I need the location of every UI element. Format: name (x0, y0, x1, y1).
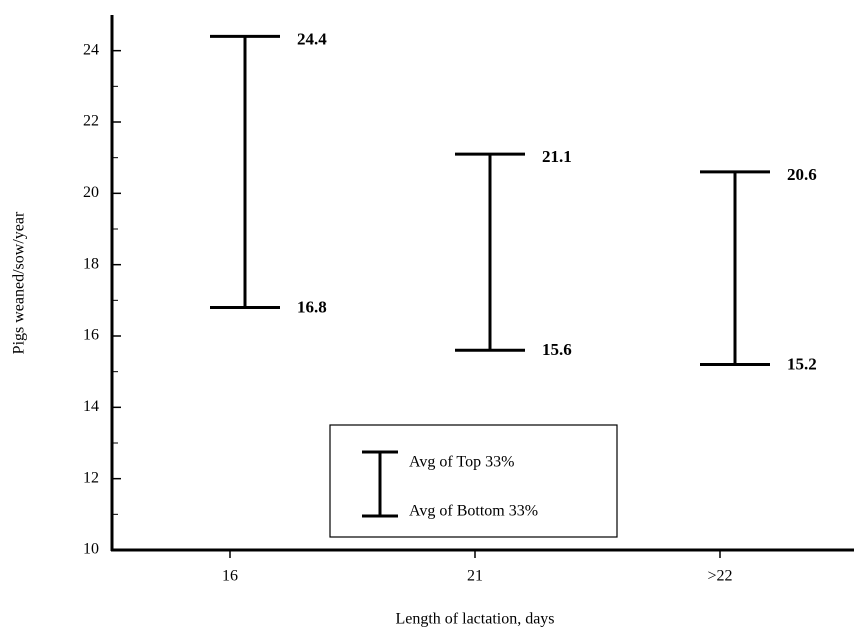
y-axis-label: Pigs weaned/sow/year (11, 211, 28, 354)
data-label: 20.6 (787, 165, 817, 184)
y-tick-label: 12 (83, 469, 99, 486)
y-tick-label: 20 (83, 184, 99, 201)
y-tick-label: 10 (83, 541, 99, 558)
y-tick-label: 18 (83, 255, 99, 272)
legend-label: Avg of Bottom 33% (409, 503, 538, 520)
data-label: 24.4 (297, 29, 327, 48)
x-tick-label: 16 (222, 568, 238, 585)
legend-box (329, 424, 618, 538)
data-label: 21.1 (542, 147, 572, 166)
y-tick-label: 24 (83, 41, 99, 58)
y-tick-label: 16 (83, 327, 99, 344)
legend-label: Avg of Top 33% (409, 454, 514, 471)
data-label: 15.2 (787, 354, 817, 373)
x-axis-label: Length of lactation, days (395, 611, 554, 628)
data-label: 16.8 (297, 297, 327, 316)
y-tick-label: 22 (83, 113, 99, 130)
x-tick-label: >22 (707, 568, 732, 585)
y-tick-label: 14 (83, 398, 99, 415)
x-tick-label: 21 (467, 568, 483, 585)
data-label: 15.6 (542, 340, 572, 359)
